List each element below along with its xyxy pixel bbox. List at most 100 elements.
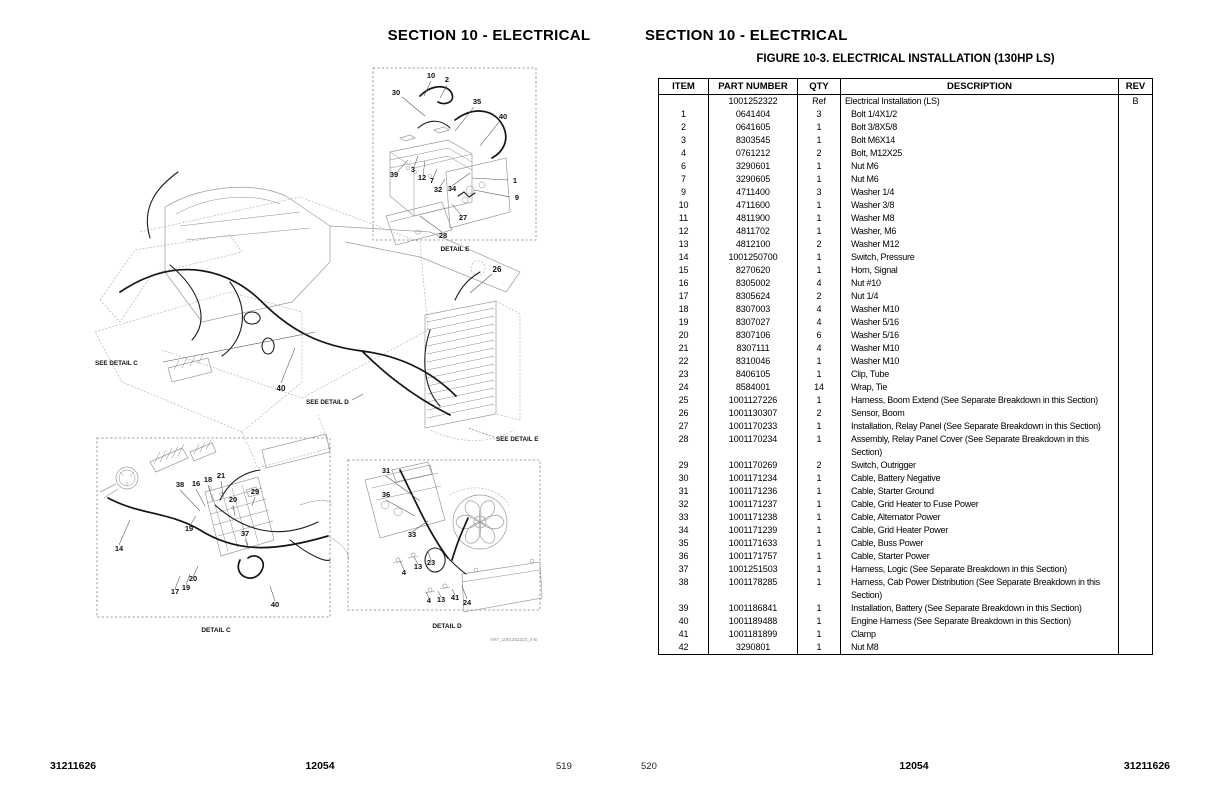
item-cell: 1: [658, 108, 709, 121]
description-cell: Nut M6: [840, 173, 1119, 186]
qty-cell: 1: [797, 121, 841, 134]
part-number-cell: 3290801: [708, 641, 798, 655]
item-cell: 10: [658, 199, 709, 212]
description-cell: Installation, Battery (See Separate Brea…: [840, 602, 1119, 615]
item-cell: 39: [658, 602, 709, 615]
qty-cell: 3: [797, 108, 841, 121]
part-number-cell: 0761212: [708, 147, 798, 160]
part-number-cell: 8305002: [708, 277, 798, 290]
see-detail-e-label: SEE DETAIL E: [496, 436, 538, 443]
rev-cell: [1118, 381, 1153, 394]
callout-number: 35: [473, 97, 481, 106]
qty-cell: 1: [797, 576, 841, 602]
item-cell: 32: [658, 498, 709, 511]
item-cell: 37: [658, 563, 709, 576]
description-cell: Washer M10: [840, 303, 1119, 316]
qty-cell: 3: [797, 186, 841, 199]
right-page: SECTION 10 - ELECTRICAL FIGURE 10-3. ELE…: [612, 0, 1224, 792]
description-cell: Cable, Buss Power: [840, 537, 1119, 550]
description-cell: Clamp: [840, 628, 1119, 641]
qty-cell: 4: [797, 316, 841, 329]
part-number-cell: 3290601: [708, 160, 798, 173]
description-cell: Washer M8: [840, 212, 1119, 225]
part-number-cell: 8305624: [708, 290, 798, 303]
qty-cell: 1: [797, 173, 841, 186]
item-cell: 29: [658, 459, 709, 472]
callout-number: 30: [392, 88, 400, 97]
callout-number: 20: [189, 574, 197, 583]
description-cell: Washer 5/16: [840, 316, 1119, 329]
table-row: 29 1001170269 2 Switch, Outrigger: [658, 459, 1153, 472]
description-cell: Bolt M6X14: [840, 134, 1119, 147]
description-cell: Switch, Pressure: [840, 251, 1119, 264]
rev-cell: [1118, 563, 1153, 576]
description-cell: Nut #10: [840, 277, 1119, 290]
rev-cell: [1118, 186, 1153, 199]
rev-cell: [1118, 134, 1153, 147]
description-cell: Cable, Starter Ground: [840, 485, 1119, 498]
rev-cell: [1118, 420, 1153, 433]
see-detail-c-label: SEE DETAIL C: [95, 360, 138, 367]
table-row: 17 8305624 2 Nut 1/4: [658, 290, 1153, 303]
table-row: 19 8307027 4 Washer 5/16: [658, 316, 1153, 329]
item-cell: 23: [658, 368, 709, 381]
item-cell: 12: [658, 225, 709, 238]
description-cell: Washer 1/4: [840, 186, 1119, 199]
callout-layer: DETAIL E DETAIL C DETAIL D SEE DETAIL C SEE …: [95, 71, 538, 642]
callout-number: 36: [382, 490, 390, 499]
description-cell: Bolt, M12X25: [840, 147, 1119, 160]
item-cell: 35: [658, 537, 709, 550]
part-number-cell: 1001250700: [708, 251, 798, 264]
description-cell: Bolt 1/4X1/2: [840, 108, 1119, 121]
item-cell: 33: [658, 511, 709, 524]
rev-cell: [1118, 524, 1153, 537]
part-number-cell: 8406105: [708, 368, 798, 381]
right-footer-doc-number: 31211626: [1123, 760, 1170, 772]
item-cell: 18: [658, 303, 709, 316]
rev-cell: [1118, 316, 1153, 329]
callout-40-main: 40: [277, 384, 286, 393]
table-row: 31 1001171236 1 Cable, Starter Ground: [658, 485, 1153, 498]
callout-number: 7: [430, 176, 434, 185]
part-number-cell: 4711400: [708, 186, 798, 199]
table-row: 32 1001171237 1 Cable, Grid Heater to Fuse …: [658, 498, 1153, 511]
table-row: 14 1001250700 1 Switch, Pressure: [658, 251, 1153, 264]
table-row: 28 1001170234 1 Assembly, Relay Panel Cover…: [658, 433, 1153, 459]
part-number-cell: 1001170269: [708, 459, 798, 472]
callout-number: 20: [229, 495, 237, 504]
item-cell: 24: [658, 381, 709, 394]
qty-cell: Ref: [797, 94, 841, 108]
table-row: 12 4811702 1 Washer, M6: [658, 225, 1153, 238]
part-number-cell: 1001171237: [708, 498, 798, 511]
table-row: 11 4811900 1 Washer M8: [658, 212, 1153, 225]
description-cell: Cable, Battery Negative: [840, 472, 1119, 485]
column-header: PART NUMBER: [708, 78, 798, 95]
item-cell: 27: [658, 420, 709, 433]
callout-number: 18: [204, 475, 212, 484]
item-cell: [658, 94, 709, 108]
rev-cell: [1118, 433, 1153, 459]
detail-d-caption: DETAIL D: [432, 623, 462, 630]
rev-cell: [1118, 472, 1153, 485]
part-number-cell: 1001171239: [708, 524, 798, 537]
description-cell: Bolt 3/8X5/8: [840, 121, 1119, 134]
table-row: 26 1001130307 2 Sensor, Boom: [658, 407, 1153, 420]
qty-cell: 1: [797, 615, 841, 628]
rev-cell: [1118, 602, 1153, 615]
item-cell: 15: [658, 264, 709, 277]
qty-cell: 1: [797, 433, 841, 459]
part-number-cell: 1001130307: [708, 407, 798, 420]
table-row: 27 1001170233 1 Installation, Relay Panel (…: [658, 420, 1153, 433]
rev-cell: [1118, 290, 1153, 303]
qty-cell: 1: [797, 628, 841, 641]
qty-cell: 1: [797, 355, 841, 368]
left-section-header: SECTION 10 - ELECTRICAL: [329, 27, 649, 44]
column-header: DESCRIPTION: [840, 78, 1119, 95]
part-number-cell: 1001252322: [708, 94, 798, 108]
callout-number: 24: [463, 598, 472, 607]
table-row: 22 8310046 1 Washer M10: [658, 355, 1153, 368]
qty-cell: 1: [797, 511, 841, 524]
item-cell: 42: [658, 641, 709, 655]
callout-number: 13: [437, 595, 445, 604]
qty-cell: 1: [797, 524, 841, 537]
